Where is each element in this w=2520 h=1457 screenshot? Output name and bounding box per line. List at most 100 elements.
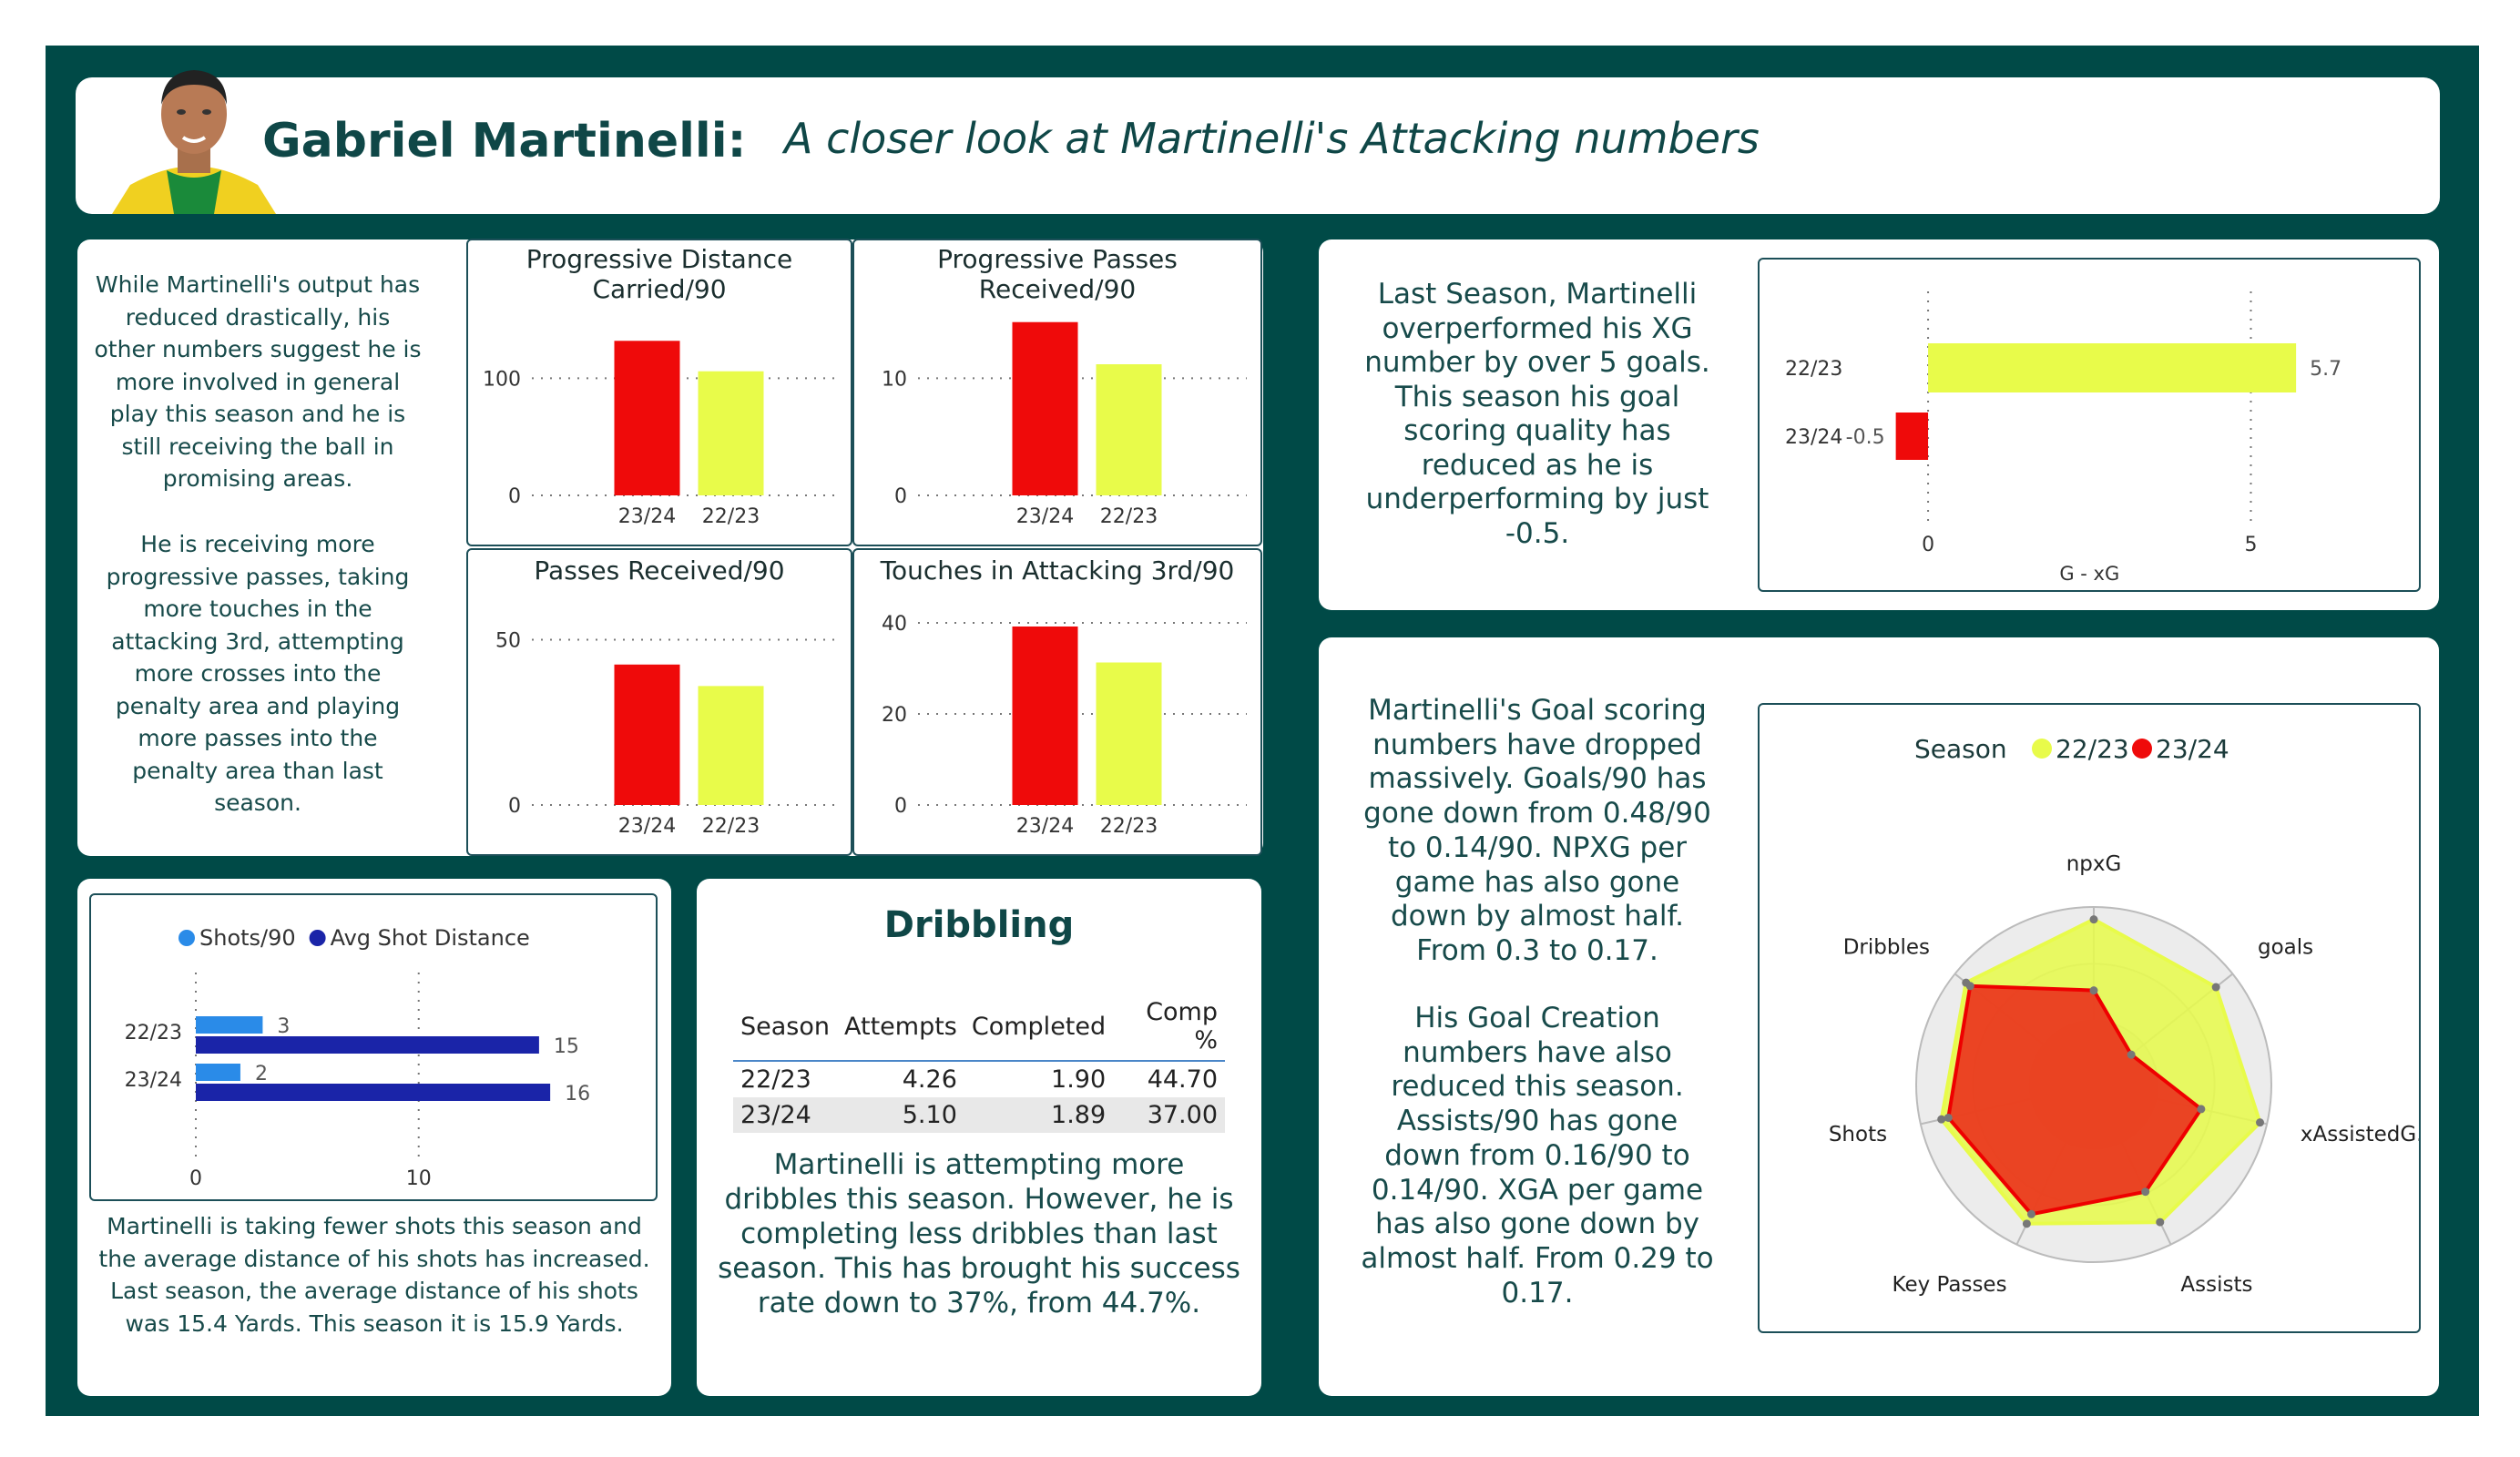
bar-23/24	[614, 664, 680, 805]
table-cell: 22/23	[740, 1065, 811, 1094]
x-tick-label: 5	[2244, 534, 2257, 556]
xg-card: Last Season, Martinelli overperformed hi…	[1319, 239, 2439, 610]
table-header: Comp %	[1113, 993, 1225, 1062]
table-cell: 1.90	[1051, 1065, 1107, 1094]
header-card: Gabriel Martinelli: A closer look at Mar…	[76, 70, 2440, 214]
dribbling-table: Season Attempts Completed Comp % 22/23 4.26 1…	[733, 993, 1225, 1133]
bar-Avg Shot Distance	[196, 1084, 551, 1101]
y-tick-label: 22/23	[125, 1022, 182, 1044]
radar-point	[1944, 1113, 1953, 1122]
x-tick-label: 23/24	[618, 505, 676, 528]
x-tick-label: 22/23	[1100, 505, 1158, 528]
radar-axis-label: Shots	[1829, 1123, 1887, 1146]
chart-prog-passes: Progressive Passes Received/90 0 10 23/24 2…	[852, 239, 1262, 546]
radar-axis-label: Assists	[2180, 1273, 2252, 1297]
y-tick-label: 0	[508, 795, 521, 818]
legend-label: Shots/90	[199, 925, 296, 951]
legend-label: Avg Shot Distance	[331, 925, 530, 951]
radar-point	[2127, 1050, 2136, 1059]
radar-area-23/24	[1946, 983, 2204, 1217]
x-tick-label: 23/24	[618, 815, 676, 838]
table-cell: 44.70	[1147, 1065, 1218, 1094]
y-tick-label: 10	[882, 368, 907, 391]
y-tick-label: 22/23	[1785, 358, 1842, 381]
table-cell: 1.89	[964, 1097, 1114, 1133]
player-photo	[112, 70, 276, 214]
table-cell: 23/24	[733, 1097, 837, 1133]
radar-point	[2256, 1118, 2265, 1127]
x-tick-label: 23/24	[1016, 505, 1074, 528]
chart-touches-att3rd: Touches in Attacking 3rd/90 0 20 40 23/24 22…	[852, 548, 1262, 856]
bar-23/24	[614, 341, 680, 495]
radar-point	[1965, 982, 1974, 991]
table-row: 22/23 4.26 1.90 44.70	[733, 1061, 1225, 1097]
radar-axis-label: Key Passes	[1893, 1273, 2007, 1297]
chart-shots: Shots/90 Avg Shot Distance 0 10 22/23 3 15 23/2…	[89, 893, 658, 1201]
bar-Shots/90	[196, 1064, 240, 1081]
data-label: -0.5	[1846, 426, 1885, 449]
shots-card: Shots/90 Avg Shot Distance 0 10 22/23 3 15 23/2…	[77, 879, 671, 1396]
data-label: 15	[554, 1035, 579, 1058]
bar-23/24	[1012, 627, 1078, 805]
radar-point	[2197, 1105, 2206, 1114]
bar-22/23	[1096, 662, 1162, 805]
player-name: Gabriel Martinelli:	[262, 114, 747, 168]
dribbling-text: Martinelli is attempting more dribbles t…	[718, 1148, 1240, 1319]
y-tick-label: 40	[882, 613, 907, 636]
x-tick-label: 22/23	[702, 505, 760, 528]
radar-point	[2089, 986, 2098, 995]
table-cell: 5.10	[837, 1097, 964, 1133]
x-tick-label: 10	[406, 1167, 432, 1190]
chart-title: Progressive Passes Received/90	[937, 244, 1178, 304]
dribbling-card: Dribbling Season Attempts Completed Comp % …	[697, 879, 1261, 1396]
xg-text: Last Season, Martinelli overperformed hi…	[1364, 278, 1710, 550]
bar-22/23	[1096, 364, 1162, 495]
chart-radar: Season 22/23 23/24 npxG goals xAssistedG... As…	[1758, 703, 2421, 1333]
chart-title: Passes Received/90	[534, 555, 785, 586]
legend-marker	[179, 930, 195, 946]
y-tick-label: 0	[508, 485, 521, 508]
y-tick-label: 23/24	[125, 1069, 182, 1092]
data-label: 2	[255, 1063, 268, 1085]
bar-Avg Shot Distance	[196, 1036, 539, 1054]
goals-text-2: His Goal Creation numbers have also redu…	[1361, 1002, 1714, 1309]
chart-passes-received: Passes Received/90 0 50 23/24 22/23	[466, 548, 852, 856]
bar-Shots/90	[196, 1016, 263, 1034]
radar-point	[2156, 1218, 2165, 1227]
radar-point	[2089, 915, 2098, 924]
goals-card: Martinelli's Goal scoring numbers have d…	[1319, 637, 2439, 1396]
x-tick-label: 22/23	[702, 815, 760, 838]
x-tick-label: 0	[1922, 534, 1934, 556]
y-tick-label: 0	[894, 485, 907, 508]
legend-label: 22/23	[2056, 734, 2129, 764]
table-cell: 37.00	[1113, 1097, 1225, 1133]
shots-text: Martinelli is taking fewer shots this se…	[98, 1213, 650, 1337]
data-label: 16	[565, 1083, 590, 1105]
goals-text-1: Martinelli's Goal scoring numbers have d…	[1363, 694, 1711, 967]
table-header: Attempts	[837, 993, 964, 1062]
chart-title: Progressive Distance Carried/90	[525, 244, 793, 304]
chart-g-xg: 0 5 G - xG 22/23 5.7 23/24 -0.5	[1758, 258, 2421, 592]
bar-23/24	[1895, 413, 1929, 460]
x-tick-label: 0	[189, 1167, 202, 1190]
bar-23/24	[1012, 321, 1078, 495]
table-cell: 4.26	[902, 1065, 957, 1094]
radar-point	[2141, 1187, 2150, 1197]
x-tick-label: 23/24	[1016, 815, 1074, 838]
x-axis-label: G - xG	[2059, 563, 2119, 585]
page-subtitle: A closer look at Martinelli's Attacking …	[784, 114, 1760, 163]
legend-marker	[2132, 739, 2152, 759]
dribbling-title: Dribbling	[883, 904, 1075, 946]
radar-point	[2022, 1219, 2031, 1228]
legend-marker	[2032, 739, 2052, 759]
chart-title: Touches in Attacking 3rd/90	[880, 555, 1235, 586]
radar-axis-label: npxG	[2066, 852, 2122, 876]
bar-22/23	[698, 686, 764, 805]
radar-point	[2026, 1209, 2035, 1218]
y-tick-label: 100	[483, 368, 521, 391]
bar-22/23	[698, 371, 764, 495]
radar-axis-label: goals	[2258, 935, 2313, 959]
table-header: Completed	[964, 993, 1114, 1062]
y-tick-label: 50	[495, 630, 521, 653]
y-tick-label: 20	[882, 704, 907, 727]
